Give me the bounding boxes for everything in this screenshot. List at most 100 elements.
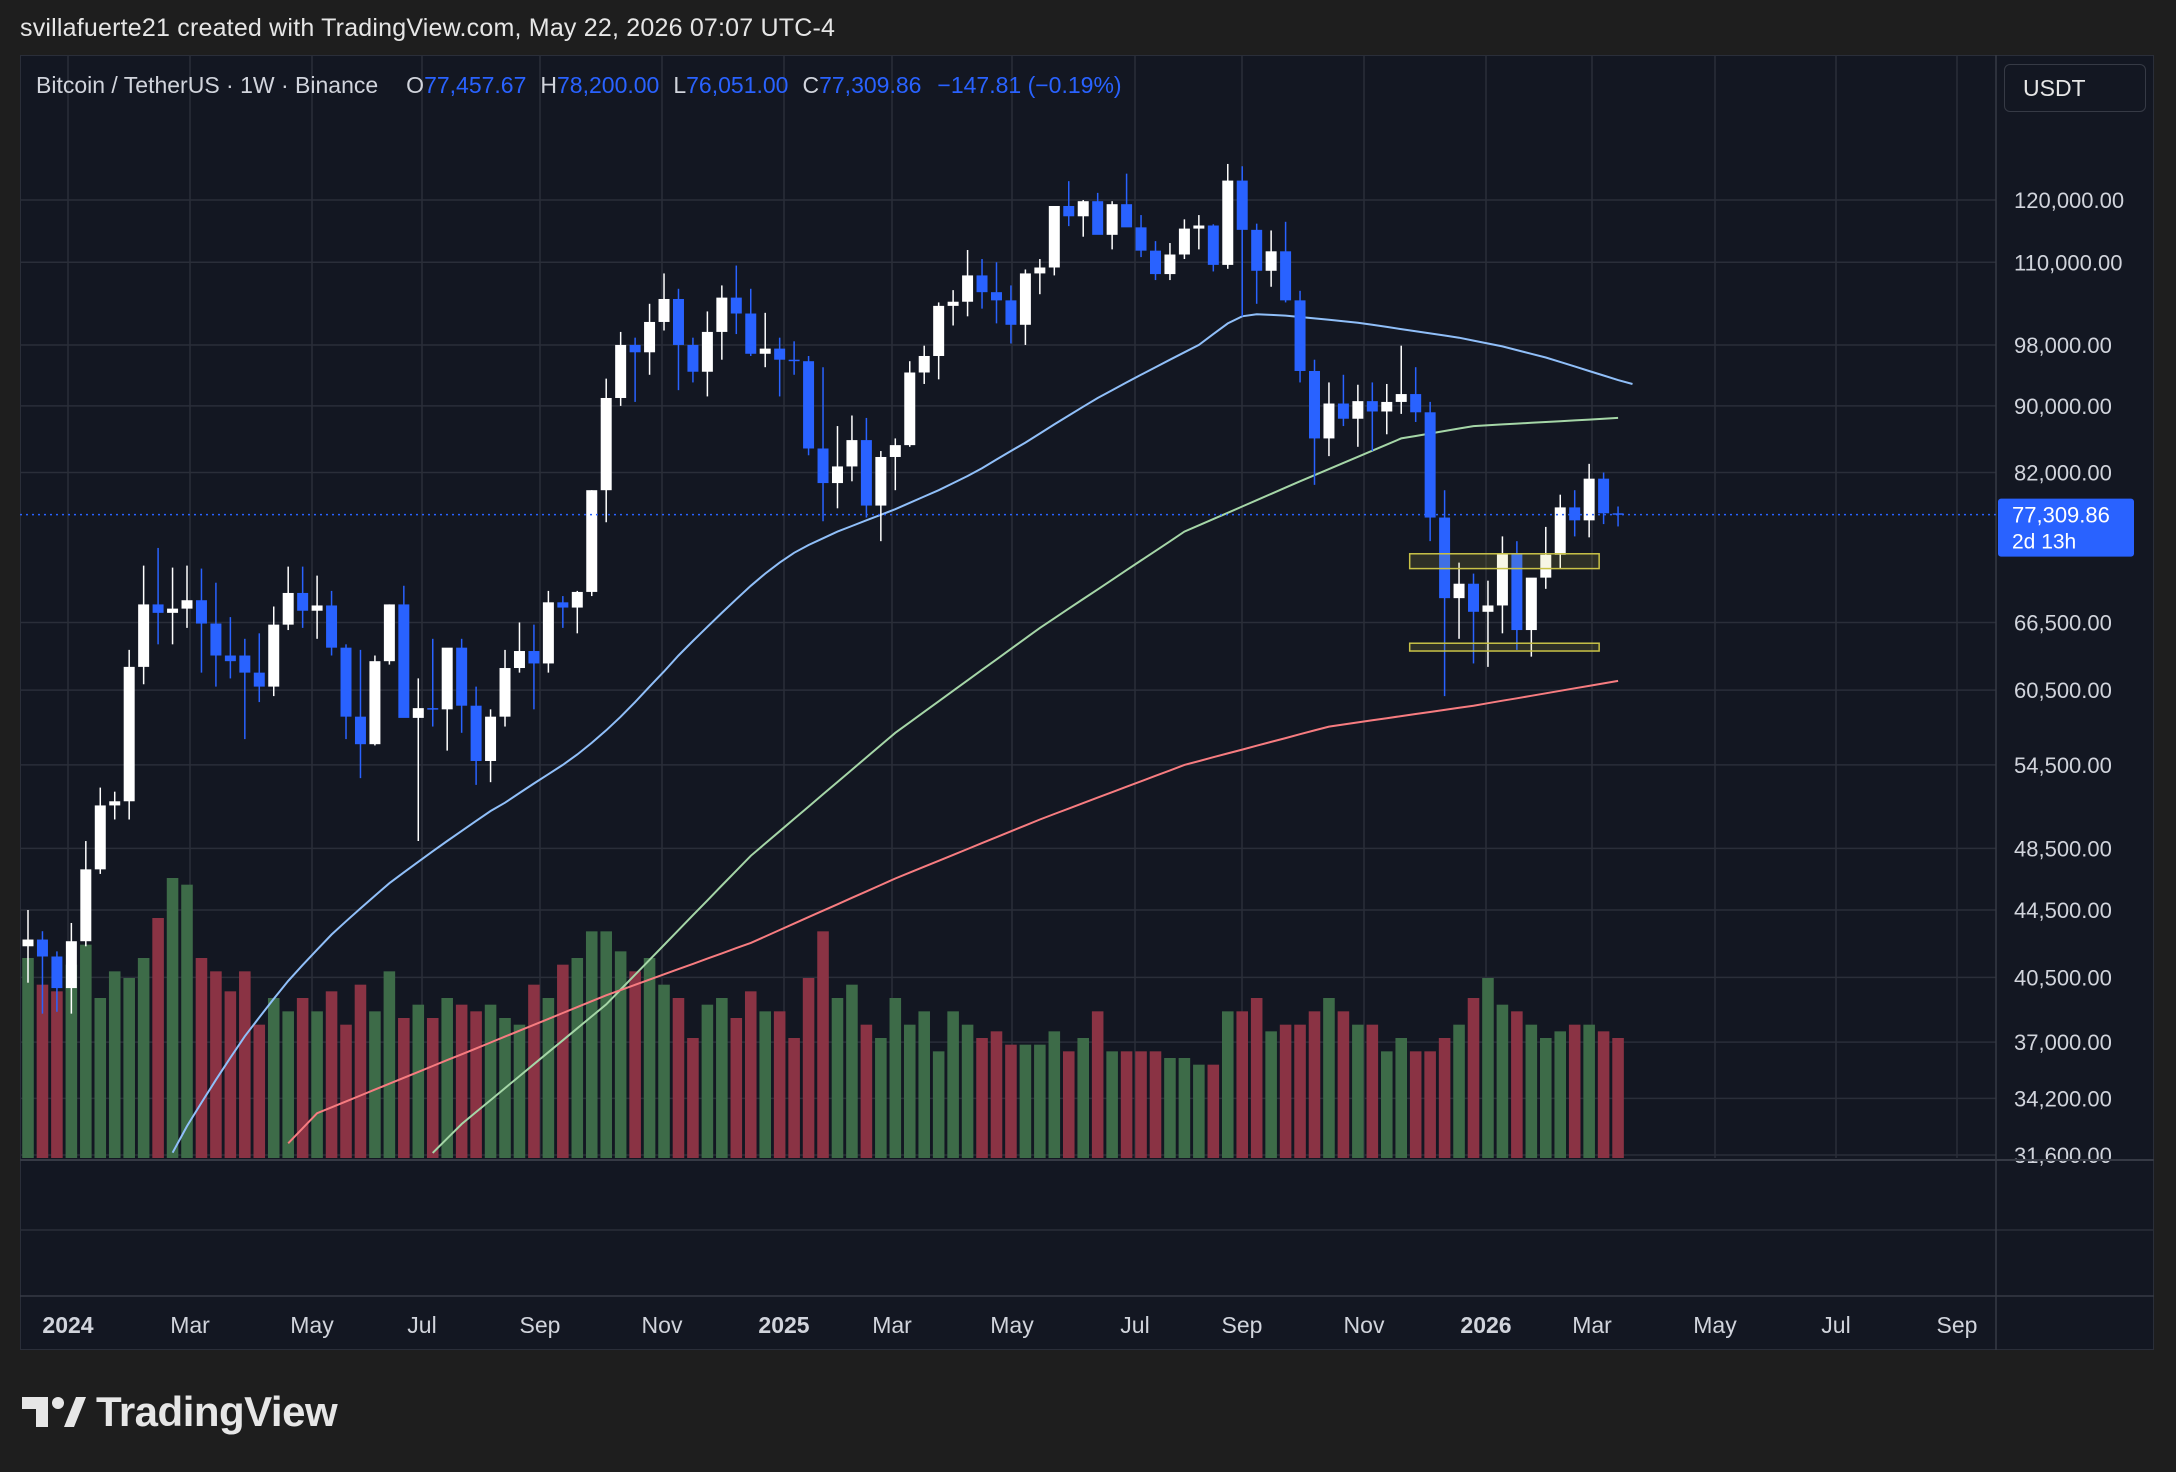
candle-body-down — [297, 592, 309, 611]
volume-bar-up — [1583, 1024, 1595, 1158]
volume-bar-down — [51, 991, 63, 1158]
candle-body-down — [990, 292, 1002, 301]
candle-body-down — [398, 604, 410, 718]
candle-body-down — [687, 344, 699, 372]
candle-body-up — [889, 445, 901, 457]
volume-bar-up — [1106, 1051, 1118, 1158]
candle-body-up — [1381, 401, 1393, 412]
x-tick-label: 2026 — [1460, 1312, 1511, 1338]
volume-bar-up — [614, 951, 627, 1158]
volume-bar-down — [1149, 1051, 1162, 1158]
y-tick-label: 60,500.00 — [2014, 678, 2112, 703]
volume-bar-up — [1193, 1064, 1205, 1158]
candle-body-up — [485, 716, 497, 761]
volume-bar-up — [1540, 1038, 1552, 1158]
volume-bar-down — [195, 958, 208, 1158]
candle-body-down — [803, 361, 815, 449]
volume-bar-down — [1207, 1064, 1220, 1158]
candle-body-up — [831, 466, 843, 484]
volume-bar-down — [1467, 998, 1480, 1158]
candle-body-up — [1583, 478, 1595, 521]
low-label: L — [673, 72, 687, 98]
volume-bar-down — [672, 998, 685, 1158]
volume-bar-down — [629, 971, 641, 1158]
candle-body-up — [1453, 583, 1465, 599]
candle-body-down — [860, 440, 872, 506]
candle-body-up — [759, 348, 771, 354]
candle-body-down — [253, 672, 265, 687]
volume-bar-up — [513, 1024, 526, 1158]
volume-bar-down — [687, 1038, 699, 1158]
tradingview-logo[interactable]: TradingView — [22, 1388, 338, 1436]
candle-body-down — [51, 956, 63, 989]
x-tick-label: 2025 — [758, 1312, 809, 1338]
candle-body-up — [586, 490, 598, 592]
volume-bar-down — [1091, 1011, 1104, 1158]
open-value: 77,457.67 — [424, 72, 527, 98]
candle-body-down — [470, 705, 482, 761]
chart-credit: svillafuerte21 created with TradingView.… — [20, 14, 836, 42]
volume-bar-up — [94, 998, 107, 1158]
low-value: 76,051.00 — [686, 72, 789, 98]
candle-body-up — [1034, 267, 1046, 274]
volume-bar-down — [1250, 998, 1263, 1158]
volume-bar-up — [137, 958, 150, 1158]
volume-bar-down — [253, 1024, 266, 1158]
volume-bar-down — [1279, 1024, 1292, 1158]
open-label: O — [406, 72, 425, 98]
candle-body-up — [181, 600, 193, 609]
candle-body-down — [224, 655, 236, 662]
volume-bar-up — [1034, 1044, 1046, 1158]
candle-body-down — [152, 604, 164, 613]
volume-bar-down — [1337, 1011, 1350, 1158]
tradingview-logo-text: TradingView — [96, 1388, 338, 1435]
candle-body-up — [904, 372, 916, 446]
volume-bar-up — [1496, 1004, 1509, 1158]
volume-bar-up — [1395, 1038, 1408, 1158]
candle-body-down — [1337, 403, 1349, 419]
volume-bar-down — [340, 1024, 352, 1158]
volume-bar-down — [1120, 1051, 1133, 1158]
candle-body-up — [1323, 403, 1335, 439]
candle-body-up — [412, 708, 424, 718]
volume-bar-up — [889, 998, 902, 1158]
x-tick-label: Jul — [1120, 1312, 1149, 1338]
candle-body-up — [1019, 273, 1031, 325]
candle-body-up — [513, 651, 525, 669]
candle-body-up — [1048, 205, 1060, 268]
y-tick-label: 82,000.00 — [2014, 461, 2112, 486]
candle-body-up — [369, 661, 381, 745]
candle-body-down — [1121, 204, 1133, 228]
symbol-title[interactable]: Bitcoin / TetherUS · 1W · Binance — [36, 72, 379, 98]
candle-body-down — [1468, 583, 1479, 612]
volume-bar-down — [239, 971, 251, 1158]
volume-bar-down — [210, 971, 222, 1158]
volume-bar-down — [152, 918, 164, 1158]
candle-body-up — [875, 456, 887, 506]
volume-bar-up — [600, 931, 612, 1158]
currency-button[interactable]: USDT — [2004, 64, 2146, 112]
volume-bar-up — [383, 971, 396, 1158]
volume-bar-up — [875, 1038, 887, 1158]
candle-body-down — [1236, 180, 1248, 230]
volume-bar-down — [817, 931, 829, 1158]
volume-bar-up — [22, 958, 34, 1158]
volume-bar-down — [36, 984, 49, 1158]
candle-body-up — [600, 397, 612, 491]
candle-body-down — [1063, 205, 1075, 217]
moving-average-green — [431, 416, 1619, 1154]
x-tick-label: Nov — [642, 1312, 683, 1338]
candle-body-up — [846, 440, 858, 467]
candle-body-up — [1525, 577, 1537, 631]
candle-body-down — [210, 623, 222, 656]
candle-body-down — [239, 655, 251, 673]
volume-bar-down — [1135, 1051, 1147, 1158]
candle-body-down — [1092, 201, 1104, 235]
candle-body-down — [1005, 300, 1017, 325]
volume-bar-up — [932, 1051, 945, 1158]
candle-body-up — [716, 297, 728, 332]
y-tick-label: 37,000.00 — [2014, 1030, 2112, 1055]
volume-bar-up — [311, 1011, 323, 1158]
volume-bar-up — [1265, 1031, 1277, 1158]
